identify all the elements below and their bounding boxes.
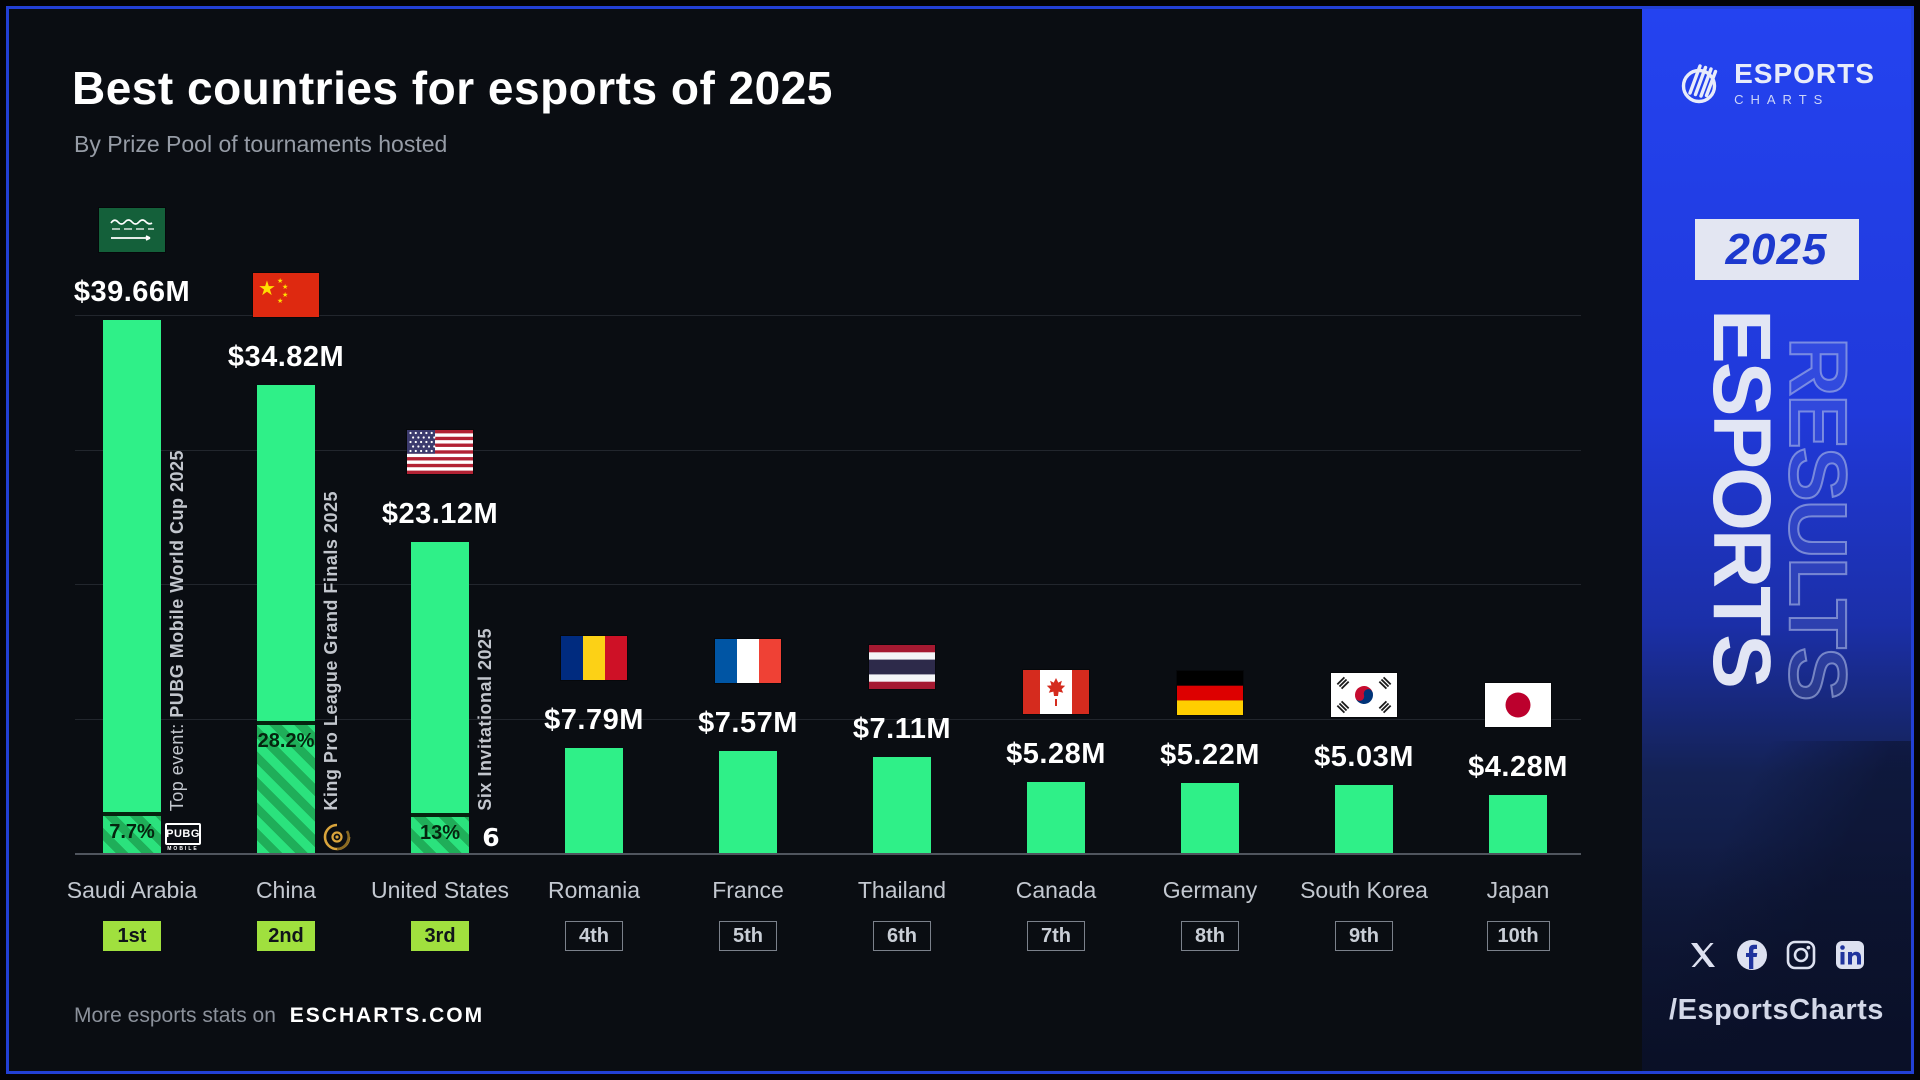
country-label-united-states: United States	[370, 877, 510, 903]
top-event-share-label: 28.2%	[257, 730, 315, 752]
bar-chart-plot: $39.66M 7.7% Top event: PUBG Mobile World …	[9, 9, 1642, 1071]
top-event-annotation-china: King Pro League Grand Finals 2025	[321, 491, 341, 811]
value-label-saudi-arabia: $39.66M	[73, 276, 191, 308]
infographic-frame: Best countries for esports of 2025 By Pr…	[6, 6, 1914, 1074]
svg-text:★: ★	[282, 283, 288, 291]
year-badge: 2025	[1694, 219, 1859, 280]
bar-japan	[1489, 795, 1547, 853]
top-event-share-label: 13%	[419, 822, 461, 844]
king-pro-league-logo	[317, 817, 357, 857]
value-label-china: $34.82M	[227, 341, 345, 373]
x-icon[interactable]	[1687, 939, 1719, 971]
top-event-annotation-united-states: Six Invitational 2025	[475, 628, 495, 811]
bar-south-korea	[1335, 785, 1393, 853]
gridline	[75, 449, 1581, 451]
footer-note: More esports stats on ESCHARTS.COM	[74, 1004, 484, 1028]
rank-badge-10th: 10th	[1486, 921, 1550, 951]
gridline	[75, 718, 1581, 720]
flag-saudi-arabia	[99, 208, 165, 252]
country-label-saudi-arabia: Saudi Arabia	[66, 877, 198, 903]
value-label-thailand: $7.11M	[852, 713, 952, 745]
gridline	[75, 584, 1581, 585]
bar-united-states: 13%	[411, 542, 469, 853]
facebook-icon[interactable]	[1736, 939, 1768, 971]
svg-text:★: ★	[277, 277, 283, 285]
value-label-south-korea: $5.03M	[1314, 741, 1414, 773]
rank-badge-3rd: 3rd	[411, 921, 469, 951]
top-event-share-label: 7.7%	[109, 821, 155, 843]
country-label-thailand: Thailand	[857, 877, 947, 903]
brand-sidebar: ESPORTS CHARTS 2025 ESPORTS RESULTS	[1642, 9, 1911, 1071]
bar-france	[719, 751, 777, 853]
escharts-link[interactable]: ESCHARTS.COM	[289, 1004, 485, 1027]
value-label-germany: $5.22M	[1160, 739, 1260, 771]
bar-thailand	[873, 757, 931, 853]
top-event-share-saudi-arabia: 7.7%	[103, 812, 161, 853]
country-label-china: China	[255, 877, 317, 903]
flag-france	[715, 639, 781, 683]
page-subtitle: By Prize Pool of tournaments hosted	[74, 131, 448, 157]
flag-romania	[561, 636, 627, 680]
bar-romania	[565, 748, 623, 853]
social-icons-row	[1642, 939, 1911, 971]
country-label-france: France	[712, 877, 784, 903]
linkedin-icon[interactable]	[1834, 939, 1866, 971]
svg-text:★: ★	[282, 291, 288, 299]
bar-saudi-arabia: 7.7%	[103, 320, 161, 853]
value-label-canada: $5.28M	[1006, 738, 1106, 770]
page-title: Best countries for esports of 2025	[72, 62, 833, 114]
country-label-japan: Japan	[1486, 877, 1550, 903]
rank-badge-8th: 8th	[1181, 921, 1239, 951]
value-label-france: $7.57M	[698, 707, 798, 739]
social-handle[interactable]: /EsportsCharts	[1669, 994, 1884, 1026]
country-label-canada: Canada	[1015, 877, 1097, 903]
svg-text:★: ★	[258, 278, 276, 300]
flag-germany	[1177, 671, 1243, 715]
country-label-germany: Germany	[1162, 877, 1258, 903]
flag-canada	[1023, 670, 1089, 714]
top-event-share-china: 28.2%	[257, 721, 315, 853]
flag-thailand	[869, 645, 935, 689]
six-invitational-logo: 6	[482, 822, 500, 852]
x-axis-line	[75, 853, 1581, 855]
pubg-mobile-logo: PUBG MOBILE	[163, 817, 203, 857]
svg-text:★: ★	[277, 297, 283, 305]
vertical-esports-text: ESPORTS	[1696, 309, 1787, 687]
flag-south-korea	[1331, 673, 1397, 717]
chart-panel: Best countries for esports of 2025 By Pr…	[9, 9, 1642, 1071]
instagram-icon[interactable]	[1785, 939, 1817, 971]
rank-badge-6th: 6th	[873, 921, 931, 951]
rank-badge-1st: 1st	[103, 921, 161, 951]
value-label-united-states: $23.12M	[381, 498, 499, 530]
gridline	[75, 315, 1581, 316]
country-label-romania: Romania	[547, 877, 641, 903]
rank-badge-7th: 7th	[1027, 921, 1085, 951]
bar-china: 28.2%	[257, 385, 315, 853]
esports-charts-logo-icon	[1681, 64, 1718, 104]
flag-japan	[1485, 683, 1551, 727]
rank-badge-4th: 4th	[565, 921, 623, 951]
flag-china: ★ ★ ★ ★ ★	[253, 273, 319, 317]
vertical-results-text: RESULTS	[1771, 336, 1864, 701]
value-label-japan: $4.28M	[1468, 751, 1568, 783]
rank-badge-9th: 9th	[1335, 921, 1393, 951]
top-event-annotation-saudi-arabia: Top event: PUBG Mobile World Cup 2025	[167, 449, 187, 811]
brand-subname: CHARTS	[1734, 91, 1830, 107]
esports-charts-logo: ESPORTS CHARTS	[1642, 57, 1911, 107]
top-event-share-united-states: 13%	[411, 813, 469, 853]
flag-united-states	[407, 430, 473, 474]
brand-name: ESPORTS	[1734, 57, 1875, 89]
rank-badge-5th: 5th	[719, 921, 777, 951]
value-label-romania: $7.79M	[544, 704, 644, 736]
rank-badge-2nd: 2nd	[257, 921, 315, 951]
bar-canada	[1027, 782, 1085, 853]
bar-germany	[1181, 783, 1239, 853]
footer-prefix: More esports stats on	[74, 1004, 276, 1027]
country-label-south-korea: South Korea	[1300, 877, 1428, 903]
